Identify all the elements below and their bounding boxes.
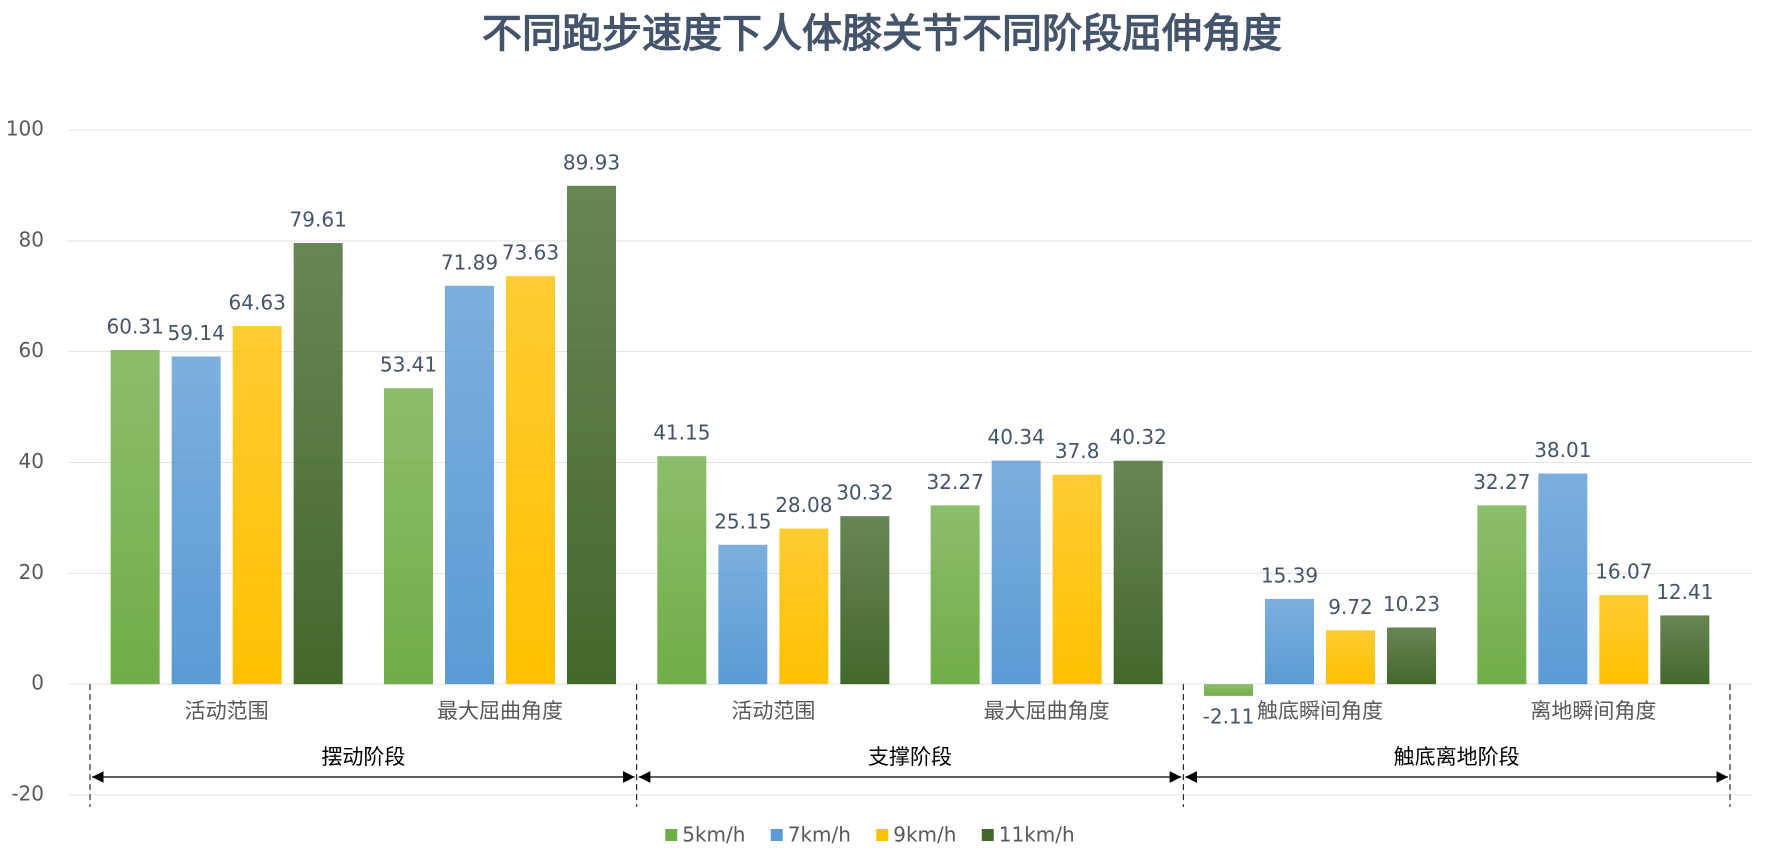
bar — [657, 456, 707, 685]
bar — [1599, 595, 1649, 685]
data-label: 37.8 — [1055, 439, 1100, 463]
data-label: 15.39 — [1261, 563, 1318, 587]
y-tick-label: 20 — [19, 560, 44, 584]
data-label: 59.14 — [168, 321, 225, 345]
data-label: 30.32 — [836, 481, 893, 505]
bar — [1326, 630, 1375, 685]
data-label: 79.61 — [290, 207, 347, 231]
bar — [567, 185, 616, 685]
data-label: 64.63 — [229, 291, 286, 315]
data-label: 28.08 — [775, 493, 832, 517]
y-tick-label: 0 — [31, 671, 44, 695]
bar — [384, 388, 433, 685]
bar — [445, 285, 494, 685]
x-tick-label: 离地瞬间角度 — [1530, 699, 1656, 723]
data-label: 60.31 — [107, 314, 164, 338]
bar — [293, 242, 343, 685]
data-label: 40.32 — [1110, 425, 1167, 449]
group-label: 支撑阶段 — [868, 745, 952, 769]
group-label: 摆动阶段 — [321, 745, 405, 769]
data-label: 38.01 — [1534, 438, 1591, 462]
bar — [1052, 474, 1102, 685]
x-tick-label: 活动范围 — [731, 699, 815, 723]
legend-swatch — [770, 829, 783, 841]
data-label: 16.07 — [1595, 560, 1652, 584]
legend-label: 7km/h — [788, 823, 851, 847]
y-tick-label: 60 — [19, 338, 44, 362]
bar — [110, 349, 160, 685]
bar — [1387, 627, 1436, 685]
bar — [1265, 598, 1314, 685]
y-tick-label: 80 — [19, 227, 44, 251]
group-label: 触底离地阶段 — [1394, 745, 1520, 769]
data-label: -2.11 — [1203, 704, 1255, 728]
y-tick-label: 100 — [6, 117, 44, 141]
legend-label: 5km/h — [682, 823, 745, 847]
data-label: 9.72 — [1328, 595, 1373, 619]
bar — [232, 326, 282, 685]
data-label: 32.27 — [1473, 470, 1530, 494]
x-tick-label: 最大屈曲角度 — [984, 699, 1110, 723]
bar — [171, 356, 221, 685]
data-label: 40.34 — [988, 425, 1045, 449]
data-label: 12.41 — [1656, 580, 1713, 604]
data-label: 71.89 — [441, 250, 498, 274]
data-label: 41.15 — [653, 421, 710, 445]
chart-title: 不同跑步速度下人体膝关节不同阶段屈伸角度 — [482, 11, 1282, 57]
data-label: 32.27 — [927, 470, 984, 494]
legend-swatch — [665, 829, 678, 841]
x-tick-label: 触底瞬间角度 — [1257, 699, 1383, 723]
x-tick-label: 最大屈曲角度 — [437, 699, 563, 723]
bar — [930, 505, 980, 685]
bar — [991, 460, 1041, 685]
data-label: 53.41 — [380, 353, 437, 377]
bar — [1113, 460, 1163, 685]
data-label: 25.15 — [714, 509, 771, 533]
legend-label: 11km/h — [999, 823, 1075, 847]
bar — [1660, 615, 1710, 685]
bar — [1204, 684, 1253, 696]
bar — [840, 516, 890, 685]
bar — [506, 276, 555, 685]
data-label: 10.23 — [1383, 592, 1440, 616]
bar — [718, 544, 768, 685]
y-tick-label: -20 — [11, 782, 44, 806]
bar — [1477, 505, 1527, 685]
y-tick-label: 40 — [19, 449, 44, 473]
bar — [1538, 473, 1588, 685]
data-label: 73.63 — [502, 241, 559, 265]
legend-swatch — [981, 829, 994, 841]
legend-label: 9km/h — [893, 823, 956, 847]
x-tick-label: 活动范围 — [185, 699, 269, 723]
legend-swatch — [876, 829, 889, 841]
data-label: 89.93 — [563, 150, 620, 174]
bar — [779, 528, 829, 685]
